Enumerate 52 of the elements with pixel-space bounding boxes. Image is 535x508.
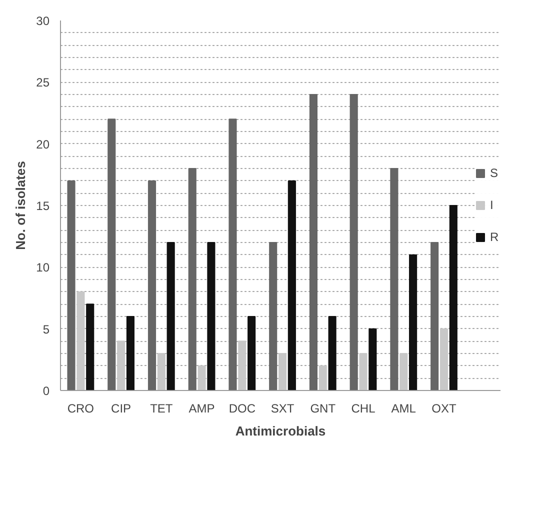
y-tick-label: 30 — [36, 14, 50, 28]
bar — [440, 328, 448, 390]
bar — [400, 353, 408, 390]
bar — [157, 353, 166, 390]
legend-label: I — [490, 198, 494, 212]
x-axis-title: Antimicrobials — [235, 424, 326, 438]
x-tick-label: GNT — [310, 402, 336, 416]
x-tick-label: CHL — [351, 402, 376, 416]
bar — [228, 118, 237, 390]
bar — [350, 94, 358, 390]
bar — [238, 340, 246, 390]
x-tick-label: AMP — [188, 402, 215, 416]
bar — [430, 242, 439, 390]
x-tick-label: AML — [391, 402, 416, 416]
y-axis-title: No. of isolates — [13, 161, 28, 250]
bar — [449, 205, 458, 390]
bar — [328, 316, 336, 390]
x-tick-label: CIP — [111, 402, 132, 416]
x-tick-label: CRO — [67, 402, 94, 416]
y-tick-label: 15 — [36, 199, 50, 213]
bar — [207, 242, 216, 390]
bar — [86, 304, 94, 390]
x-tick-label: TET — [150, 402, 174, 416]
bar — [67, 180, 76, 390]
legend-label: R — [490, 230, 500, 244]
x-tick-label: OXT — [432, 402, 457, 416]
bar — [368, 328, 377, 390]
bar — [108, 118, 116, 390]
bar — [166, 242, 175, 390]
bar — [248, 316, 256, 390]
x-tick-label: SXT — [270, 402, 295, 416]
x-tick-label: DOC — [228, 402, 256, 416]
bar — [148, 180, 156, 390]
bar — [188, 168, 196, 390]
y-tick-label: 0 — [42, 384, 50, 398]
bar — [76, 291, 85, 390]
bar — [390, 168, 398, 390]
bar — [278, 353, 287, 390]
bar — [309, 94, 318, 390]
bar — [318, 365, 327, 390]
bar — [409, 254, 418, 390]
bar — [269, 242, 278, 390]
y-tick-label: 5 — [42, 322, 50, 336]
y-tick-label: 10 — [36, 260, 50, 275]
y-tick-label: 25 — [36, 76, 50, 90]
bar — [359, 353, 368, 390]
bar — [117, 340, 126, 390]
legend-label: S — [490, 166, 500, 180]
bar — [198, 365, 206, 390]
bar — [288, 180, 296, 390]
y-tick-label: 20 — [36, 137, 50, 152]
bar — [126, 316, 134, 390]
